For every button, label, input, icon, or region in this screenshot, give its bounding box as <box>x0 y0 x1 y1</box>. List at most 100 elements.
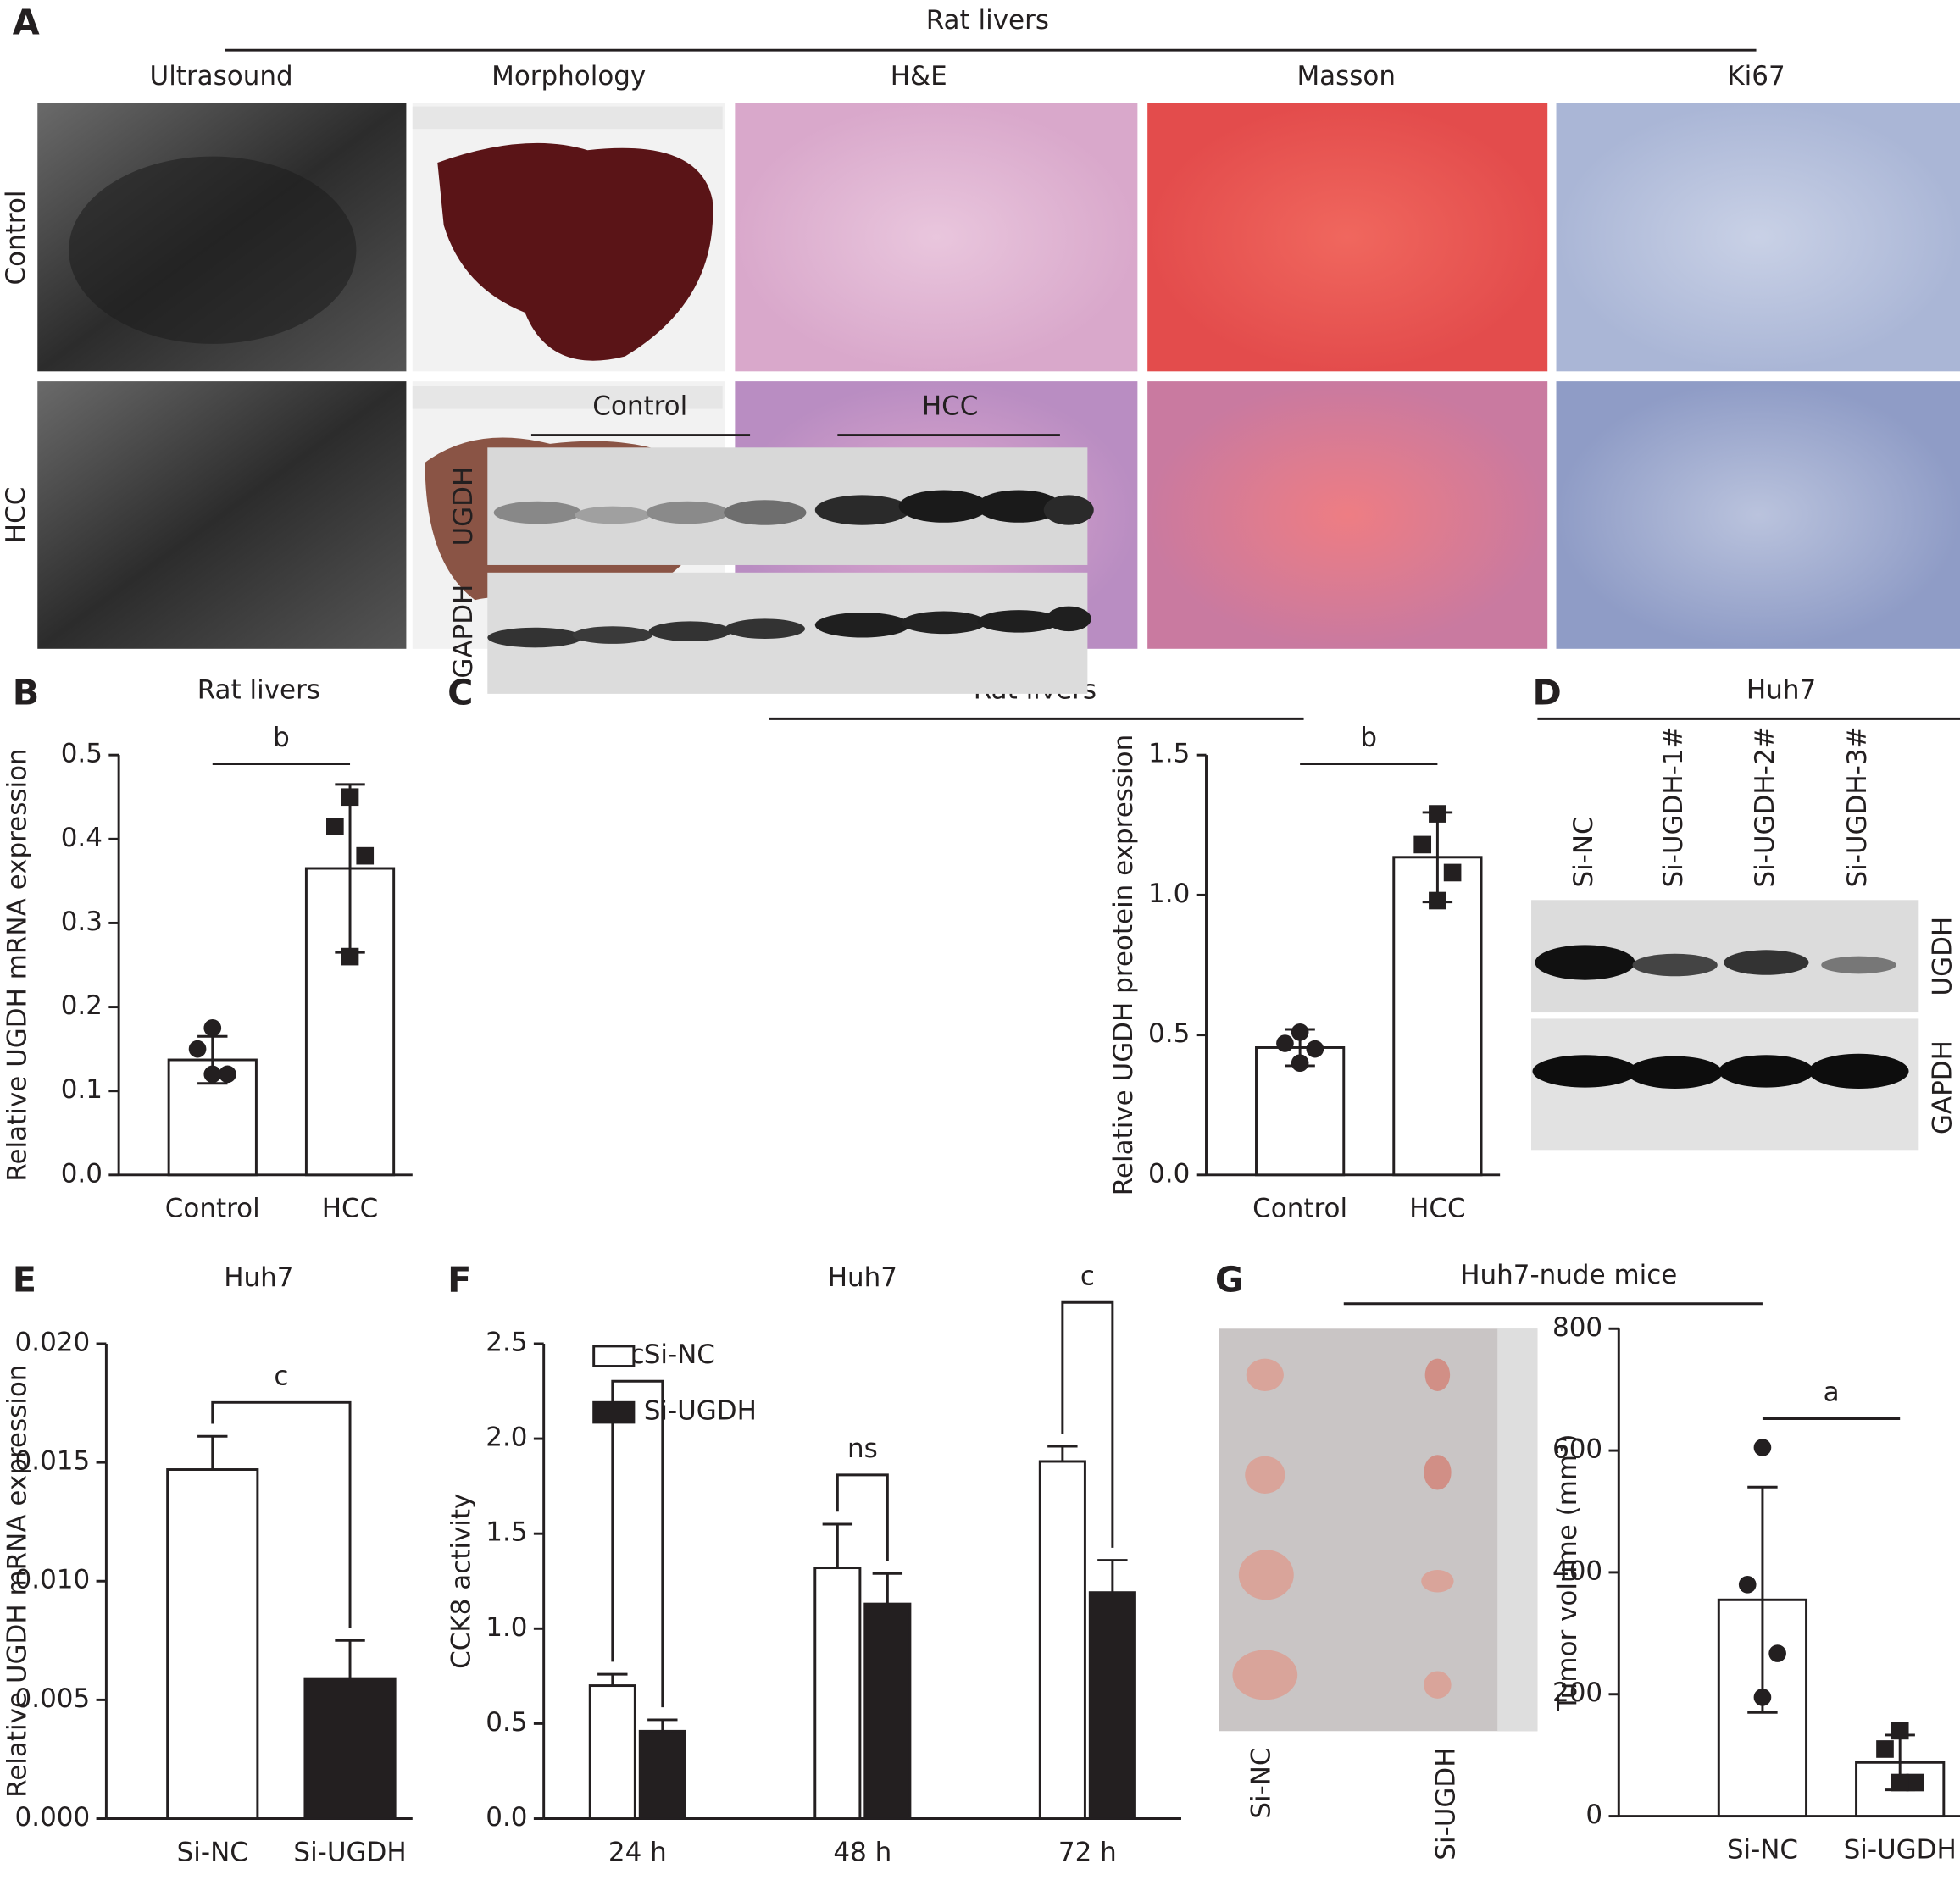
photo-label: Si-UGDH <box>1431 1747 1462 1860</box>
ultrasound-organ <box>69 156 357 344</box>
data-point <box>1753 1689 1772 1706</box>
lane-label: Si-NC <box>1569 816 1599 887</box>
protein-label: GAPDH <box>448 585 479 679</box>
lane-label: Si-UGDH-1# <box>1658 726 1689 887</box>
x-tick-label: 48 h <box>833 1837 891 1867</box>
y-tick-label: 1.5 <box>486 1517 527 1548</box>
he-image <box>735 103 1138 372</box>
ruler <box>412 386 723 409</box>
column-header: Morphology <box>491 61 646 92</box>
masson-image <box>1147 103 1548 372</box>
y-tick-label: 0.3 <box>61 907 103 937</box>
y-tick-label: 2.0 <box>486 1422 527 1453</box>
y-tick-label: 0.5 <box>1148 1018 1190 1049</box>
y-tick-label: 800 <box>1552 1312 1602 1343</box>
ki67-image <box>1556 103 1960 372</box>
data-point <box>219 1065 236 1084</box>
x-tick-label: 72 h <box>1058 1837 1117 1867</box>
y-tick-label: 0.0 <box>486 1802 527 1833</box>
y-tick-label: 0.015 <box>15 1446 91 1477</box>
protein-label: UGDH <box>1927 917 1957 996</box>
data-point <box>1906 1773 1924 1792</box>
panel-title: Rat livers <box>926 5 1049 36</box>
significance-label: c <box>274 1361 288 1391</box>
column-header: H&E <box>891 61 947 92</box>
y-tick-label: 0.0 <box>61 1158 103 1189</box>
bar <box>166 1468 259 1820</box>
data-point <box>1291 1054 1309 1072</box>
y-tick-label: 0.4 <box>61 823 103 853</box>
data-point <box>1413 835 1432 854</box>
masson-image <box>1147 381 1548 649</box>
x-tick-label: Si-NC <box>1727 1834 1798 1865</box>
data-point <box>188 1040 207 1058</box>
significance-bracket <box>211 1400 352 1628</box>
lane-label: Si-UGDH-2# <box>1750 726 1780 887</box>
protein-label: UGDH <box>448 467 479 546</box>
data-point <box>1443 863 1462 882</box>
x-tick-label: Si-UGDH <box>1844 1834 1957 1865</box>
x-tick-label: Control <box>165 1194 260 1224</box>
column-header: Ki67 <box>1727 61 1785 92</box>
ki67-image <box>1556 381 1960 649</box>
x-tick-label: Si-NC <box>177 1837 248 1867</box>
bar <box>1392 856 1483 1177</box>
bar <box>863 1602 912 1820</box>
panel-title: Huh7-nude mice <box>1460 1260 1677 1290</box>
y-axis-label: CCK8 activity <box>446 1494 476 1669</box>
y-tick-label: 0.5 <box>486 1707 527 1738</box>
data-point <box>1276 1034 1294 1052</box>
legend-swatch <box>592 1400 636 1424</box>
y-tick-label: 600 <box>1552 1434 1602 1465</box>
significance-label: b <box>273 723 290 753</box>
y-tick-label: 200 <box>1552 1678 1602 1708</box>
data-point <box>1891 1773 1909 1792</box>
y-tick-label: 0.2 <box>61 990 103 1021</box>
panel-label: D <box>1533 672 1562 713</box>
data-point <box>356 846 375 865</box>
panel-label: G <box>1215 1260 1244 1300</box>
data-point <box>341 947 359 966</box>
legend-swatch <box>592 1345 636 1367</box>
bar <box>1038 1460 1086 1820</box>
image-grid <box>37 103 1960 649</box>
panel-label: E <box>13 1260 36 1300</box>
significance-label: ns <box>847 1434 878 1464</box>
row-header: Control <box>1 191 31 286</box>
y-tick-label: 1.0 <box>1148 879 1190 909</box>
significance-bracket <box>611 1379 664 1708</box>
data-point <box>1753 1439 1772 1456</box>
y-axis-label: Tumor volume (mm³) <box>1552 1434 1583 1711</box>
bar <box>813 1567 862 1820</box>
data-point <box>1291 1023 1309 1041</box>
y-tick-label: 400 <box>1552 1556 1602 1586</box>
x-tick-label: HCC <box>322 1194 379 1224</box>
x-tick-label: Si-UGDH <box>293 1837 406 1867</box>
y-axis-label: Relative UGDH mRNA expression <box>3 748 33 1181</box>
y-tick-label: 0.020 <box>15 1327 91 1357</box>
bar <box>303 1677 397 1820</box>
y-tick-label: 1.0 <box>486 1612 527 1643</box>
data-point <box>1306 1040 1324 1058</box>
group-label: HCC <box>922 391 979 422</box>
bar <box>1088 1591 1136 1820</box>
significance-bracket <box>836 1473 889 1561</box>
data-point <box>203 1065 222 1084</box>
bar <box>588 1684 636 1820</box>
panel-label: B <box>13 672 39 713</box>
data-point <box>1429 891 1446 910</box>
protein-label: GAPDH <box>1927 1040 1957 1134</box>
panel-label: F <box>447 1260 471 1300</box>
row-header: HCC <box>1 487 31 544</box>
legend-label: Si-UGDH <box>644 1396 757 1427</box>
blot <box>1531 900 1919 1151</box>
data-point <box>1876 1740 1894 1758</box>
group-label: Control <box>592 391 687 422</box>
legend-label: Si-NC <box>644 1339 715 1370</box>
significance-label: a <box>1824 1377 1840 1407</box>
y-axis-label: Relative UGDH mRNA expression <box>3 1365 33 1798</box>
ultrasound-image <box>37 381 407 649</box>
column-header: Masson <box>1296 61 1396 92</box>
y-tick-label: 0.010 <box>15 1565 91 1595</box>
